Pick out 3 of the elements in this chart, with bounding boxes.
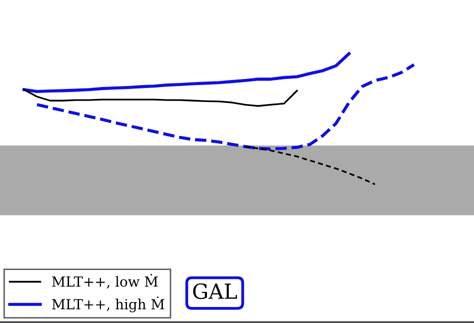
annotation: GAL (193, 283, 237, 300)
legend-label: MLT++, high Ṁ (52, 296, 164, 312)
legend-label: MLT++, low Ṁ (52, 274, 158, 289)
